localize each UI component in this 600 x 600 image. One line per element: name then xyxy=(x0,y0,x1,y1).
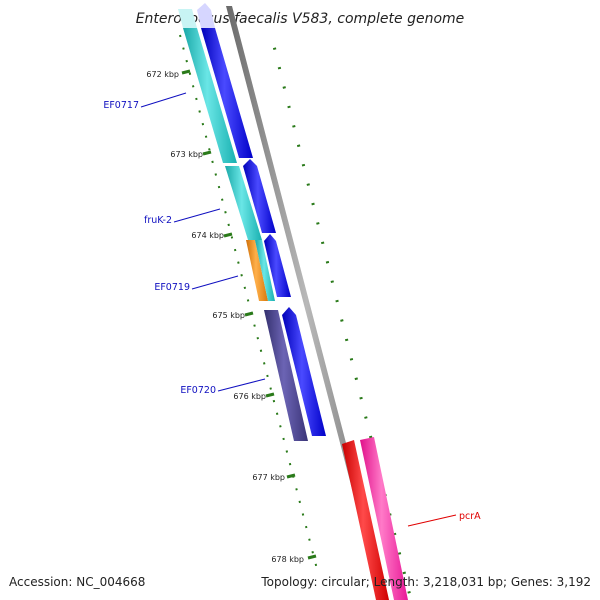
gene-label-ef0720: EF0720 xyxy=(180,385,216,396)
cds-arrow-ef0719 xyxy=(264,234,291,297)
major-ticks xyxy=(181,69,317,560)
cog-box-ef0717-faded xyxy=(178,9,197,28)
ef0720-leader-line xyxy=(217,378,266,392)
tick-label-674: 674 kbp xyxy=(191,231,224,240)
tick-mark-673 xyxy=(202,150,212,156)
ef0717-leader-line xyxy=(140,92,187,108)
cds-arrow-ef0717 xyxy=(201,28,253,158)
gene-label-fruk2: fruK-2 xyxy=(144,215,172,226)
accession-text: Accession: NC_004668 xyxy=(9,575,145,589)
cog-ring xyxy=(178,9,308,441)
pcra-leader-line xyxy=(407,514,457,527)
cog-box-ef0719-orange xyxy=(246,240,268,301)
cds-arrow-ef0717-faded xyxy=(197,3,215,28)
tick-label-678: 678 kbp xyxy=(271,555,304,564)
map-title: Enterococcus faecalis V583, complete gen… xyxy=(136,11,465,27)
tick-mark-675 xyxy=(244,311,254,317)
tick-mark-676 xyxy=(265,392,275,398)
gene-labels: EF0717 fruK-2 EF0719 EF0720 pcrA xyxy=(103,92,481,527)
gene-label-pcra: pcrA xyxy=(459,511,481,522)
cog-box-fruk2 xyxy=(225,166,262,240)
cds-arrow-ef0720 xyxy=(282,307,326,436)
cog-box-ef0717 xyxy=(183,28,237,163)
tick-labels: 672 kbp 673 kbp 674 kbp 675 kbp 676 kbp … xyxy=(146,70,304,564)
tick-label-675: 675 kbp xyxy=(212,311,245,320)
cds-arrow-pcra-pink xyxy=(360,437,408,600)
fruk2-leader-line xyxy=(173,208,221,223)
cog-box-ef0720 xyxy=(264,310,308,441)
tick-label-672: 672 kbp xyxy=(146,70,179,79)
tick-label-673: 673 kbp xyxy=(170,150,203,159)
tick-mark-674 xyxy=(223,232,233,238)
cds-arrow-fruk2 xyxy=(243,159,276,233)
cog-box-ef0719-cyan xyxy=(255,240,275,301)
tick-mark-678 xyxy=(307,554,317,560)
ef0719-leader-line xyxy=(191,275,239,290)
genome-summary-text: Topology: circular; Length: 3,218,031 bp… xyxy=(260,575,591,589)
tick-mark-672 xyxy=(181,69,191,75)
tick-mark-677 xyxy=(286,473,296,479)
cds-arrow-pcra-red xyxy=(342,440,389,600)
tick-label-676: 676 kbp xyxy=(233,392,266,401)
cds-ring xyxy=(197,3,408,600)
inner-tick-track xyxy=(179,34,319,574)
gene-label-ef0719: EF0719 xyxy=(154,282,190,293)
gene-label-ef0717: EF0717 xyxy=(103,100,139,111)
tick-label-677: 677 kbp xyxy=(252,473,285,482)
